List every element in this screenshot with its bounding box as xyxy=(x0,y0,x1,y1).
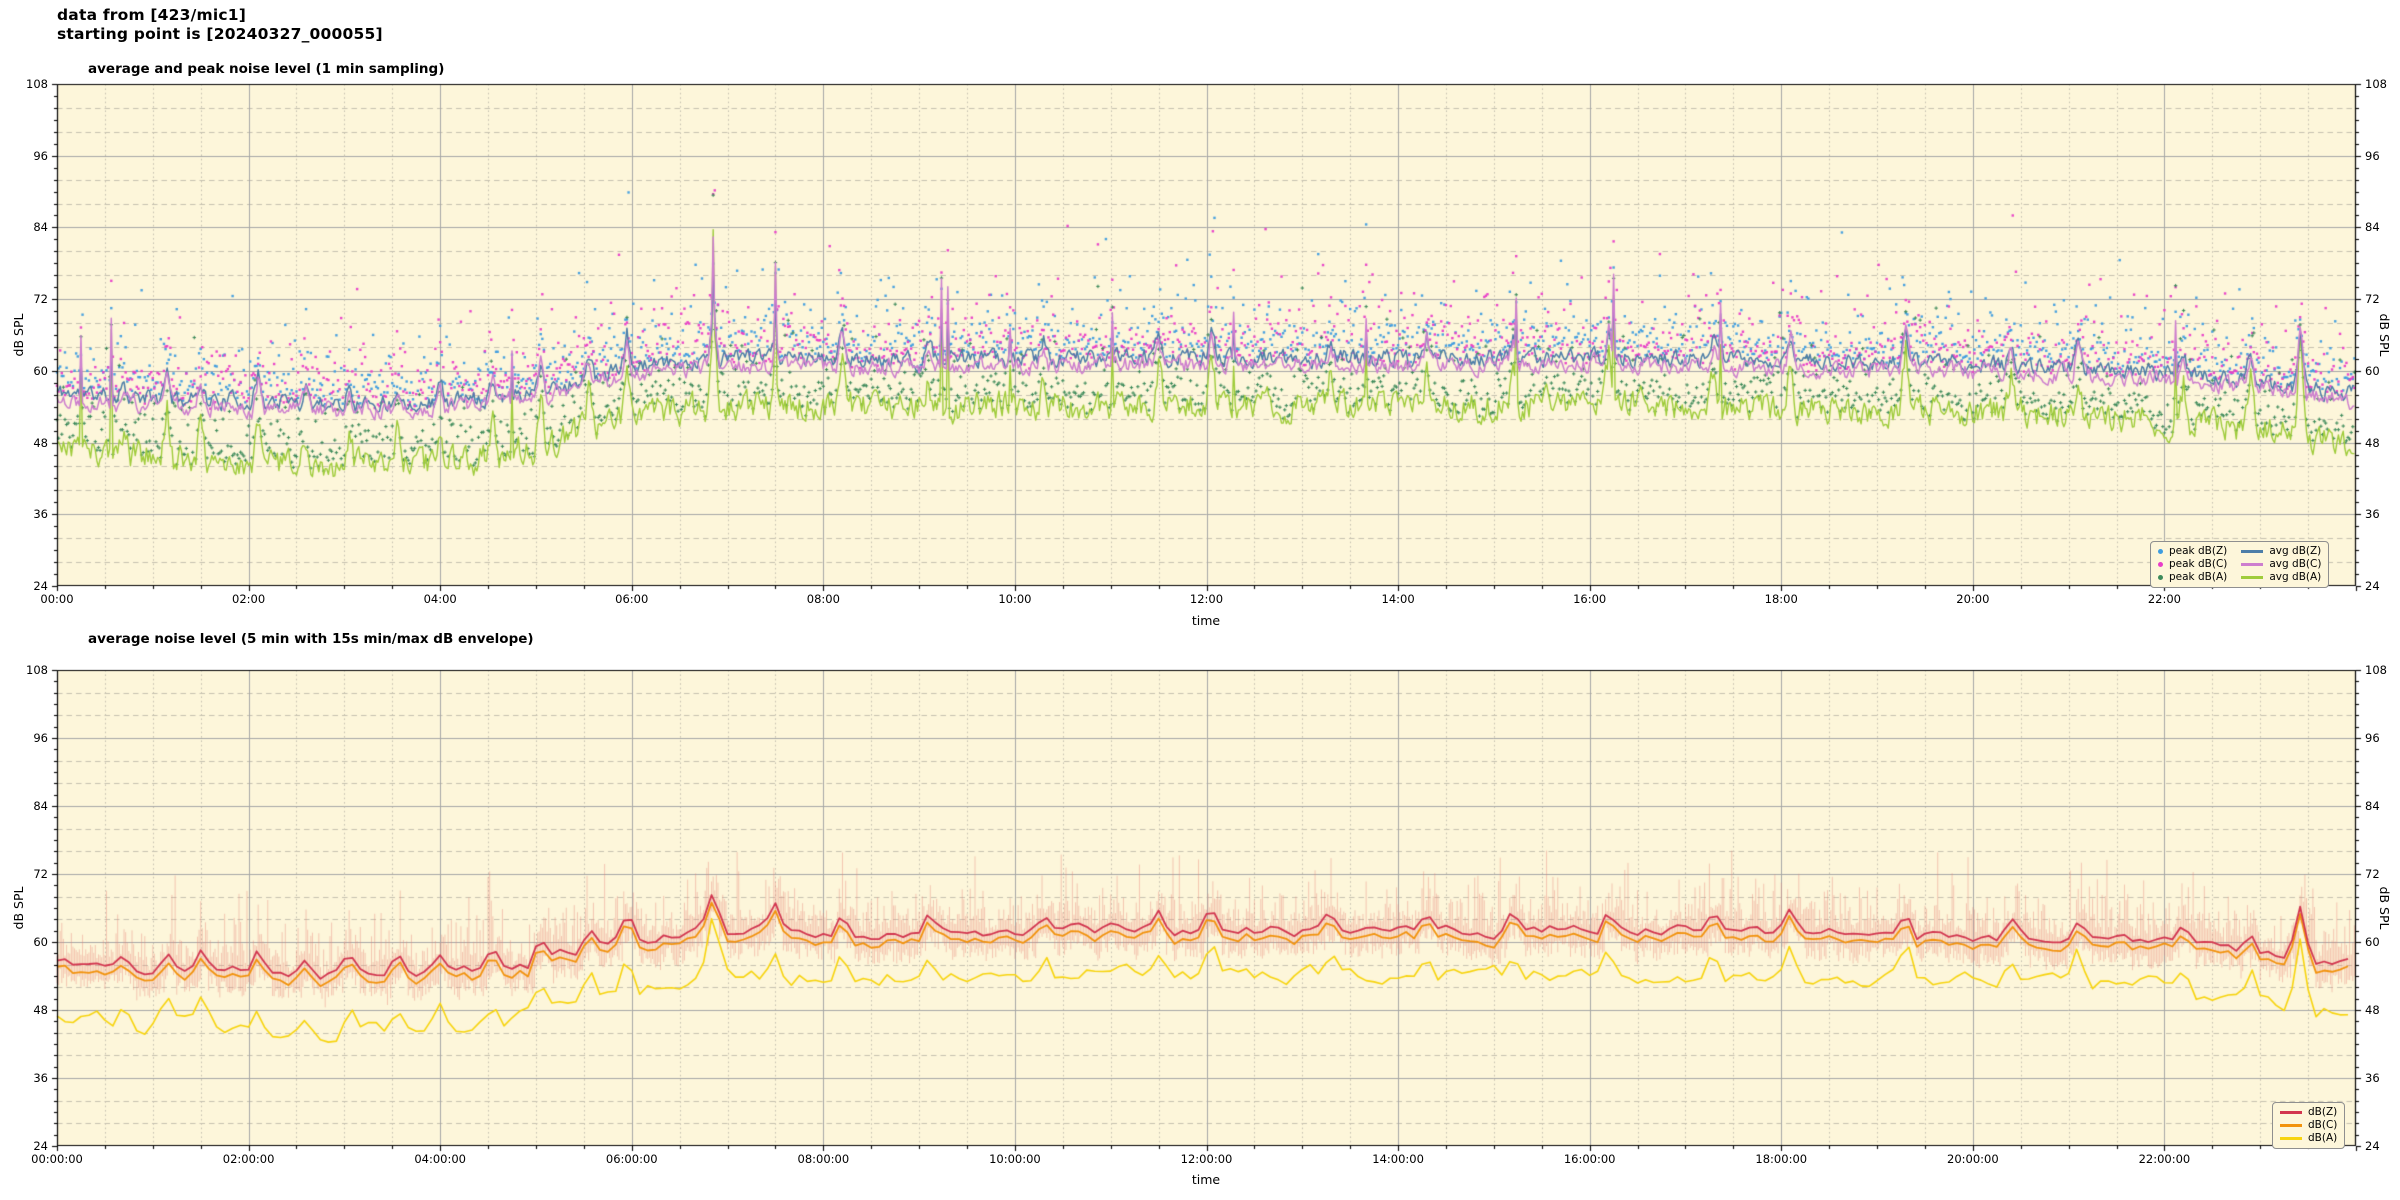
chart1-x-axis-label: time xyxy=(1191,613,1221,628)
legend-item-dbz: dB(Z) xyxy=(2280,1106,2337,1119)
dbz-line-icon xyxy=(2280,1110,2302,1115)
legend-item-dba: dB(A) xyxy=(2280,1132,2337,1145)
chart2-y-axis-label-left: dB SPL xyxy=(11,886,26,930)
y-tick-label: 48 xyxy=(33,435,48,450)
y-tick-label: 84 xyxy=(2365,220,2380,235)
dbc-line-icon xyxy=(2280,1123,2302,1128)
chart2-title: average noise level (5 min with 15s min/… xyxy=(88,631,534,647)
y-tick-label: 72 xyxy=(2365,867,2380,881)
y-tick-label: 72 xyxy=(2365,292,2380,307)
x-tick-label: 04:00:00 xyxy=(414,1152,466,1166)
x-tick-label: 06:00:00 xyxy=(605,1152,658,1166)
peak-dbc-marker-icon xyxy=(2158,562,2163,567)
legend-item-avg-dbz: avg dB(Z) xyxy=(2241,545,2321,558)
x-tick-label: 00:00:00 xyxy=(31,1152,83,1166)
y-tick-label: 60 xyxy=(33,363,48,378)
legend-label: dB(C) xyxy=(2308,1119,2338,1131)
legend-item-dbc: dB(C) xyxy=(2280,1119,2337,1132)
chart2-y-axis-label-right: dB SPL xyxy=(2377,886,2392,930)
y-tick-label: 108 xyxy=(26,663,48,677)
x-tick-label: 02:00:00 xyxy=(222,1152,275,1166)
legend-label: peak dB(Z) xyxy=(2169,545,2228,557)
y-tick-label: 72 xyxy=(33,867,48,881)
x-tick-label: 06:00 xyxy=(615,592,649,606)
x-tick-label: 00:00 xyxy=(40,592,74,606)
x-tick-label: 16:00:00 xyxy=(1563,1152,1616,1166)
legend-label: dB(Z) xyxy=(2308,1106,2338,1118)
y-tick-label: 108 xyxy=(2365,77,2387,91)
legend-item-avg-dbc: avg dB(C) xyxy=(2241,558,2321,571)
y-tick-label: 96 xyxy=(33,148,48,163)
x-tick-label: 18:00 xyxy=(1764,592,1798,606)
legend-item-peak-dbz: peak dB(Z) xyxy=(2158,545,2227,558)
y-tick-label: 84 xyxy=(33,220,48,235)
y-tick-label: 24 xyxy=(33,1139,48,1153)
x-tick-label: 10:00:00 xyxy=(989,1152,1041,1166)
y-tick-label: 48 xyxy=(33,1003,48,1017)
legend-label: avg dB(A) xyxy=(2269,571,2322,583)
y-tick-label: 36 xyxy=(2365,507,2380,522)
legend-label: avg dB(C) xyxy=(2269,558,2322,570)
chart1-legend: peak dB(Z) avg dB(Z) peak dB(C) avg dB(C… xyxy=(2150,541,2330,588)
chart1-y-axis-label-right: dB SPL xyxy=(2377,313,2392,357)
legend-label: avg dB(Z) xyxy=(2269,545,2322,557)
header-line-2: starting point is [20240327_000055] xyxy=(57,25,383,43)
peak-dbz-marker-icon xyxy=(2158,549,2163,554)
legend-item-avg-dba: avg dB(A) xyxy=(2241,571,2321,584)
legend-label: peak dB(A) xyxy=(2169,571,2228,583)
x-tick-label: 16:00 xyxy=(1573,592,1607,606)
y-tick-label: 24 xyxy=(2365,579,2380,593)
avg-dbc-line-icon xyxy=(2241,563,2264,566)
x-tick-label: 22:00 xyxy=(2147,592,2181,606)
x-tick-label: 08:00 xyxy=(806,592,840,606)
chart2-x-axis-label: time xyxy=(1191,1172,1221,1187)
chart1-plot-canvas xyxy=(51,82,2362,596)
x-tick-label: 02:00 xyxy=(232,592,266,606)
y-tick-label: 108 xyxy=(26,77,48,91)
x-tick-label: 22:00:00 xyxy=(2138,1152,2191,1166)
peak-dba-marker-icon xyxy=(2158,575,2163,580)
y-tick-label: 96 xyxy=(2365,731,2380,745)
x-tick-label: 12:00:00 xyxy=(1180,1152,1233,1166)
y-tick-label: 36 xyxy=(2365,1071,2380,1085)
y-tick-label: 24 xyxy=(2365,1139,2380,1153)
x-tick-label: 14:00 xyxy=(1381,592,1415,606)
avg-dba-line-icon xyxy=(2241,576,2264,579)
header-line-1: data from [423/mic1] xyxy=(57,6,247,24)
chart1-y-axis-label-left: dB SPL xyxy=(11,313,26,357)
x-tick-label: 04:00 xyxy=(423,592,457,606)
x-tick-label: 18:00:00 xyxy=(1755,1152,1808,1166)
y-tick-label: 36 xyxy=(33,507,48,522)
y-tick-label: 84 xyxy=(2365,799,2380,813)
x-tick-label: 08:00:00 xyxy=(797,1152,850,1166)
chart2-plot-canvas xyxy=(51,668,2362,1156)
y-tick-label: 96 xyxy=(33,731,48,745)
dba-line-icon xyxy=(2280,1136,2302,1141)
y-tick-label: 60 xyxy=(2365,363,2380,378)
y-tick-label: 108 xyxy=(2365,663,2387,677)
y-tick-label: 36 xyxy=(33,1071,48,1085)
legend-item-peak-dba: peak dB(A) xyxy=(2158,571,2227,584)
y-tick-label: 48 xyxy=(2365,435,2380,450)
legend-item-peak-dbc: peak dB(C) xyxy=(2158,558,2227,571)
y-tick-label: 60 xyxy=(33,935,48,949)
x-tick-label: 20:00:00 xyxy=(1947,1152,1999,1166)
chart2-legend: dB(Z) dB(C) dB(A) xyxy=(2272,1102,2346,1149)
x-tick-label: 12:00 xyxy=(1189,592,1224,606)
y-tick-label: 48 xyxy=(2365,1003,2380,1017)
x-tick-label: 14:00:00 xyxy=(1372,1152,1424,1166)
x-tick-label: 20:00 xyxy=(1956,592,1990,606)
legend-label: peak dB(C) xyxy=(2169,558,2228,570)
y-tick-label: 72 xyxy=(33,292,48,307)
x-tick-label: 10:00 xyxy=(998,592,1032,606)
avg-dbz-line-icon xyxy=(2241,550,2264,553)
y-tick-label: 24 xyxy=(33,579,48,593)
y-tick-label: 96 xyxy=(2365,148,2380,163)
legend-label: dB(A) xyxy=(2308,1132,2338,1144)
y-tick-label: 60 xyxy=(2365,935,2380,949)
chart1-title: average and peak noise level (1 min samp… xyxy=(88,61,445,77)
y-tick-label: 84 xyxy=(33,799,48,813)
